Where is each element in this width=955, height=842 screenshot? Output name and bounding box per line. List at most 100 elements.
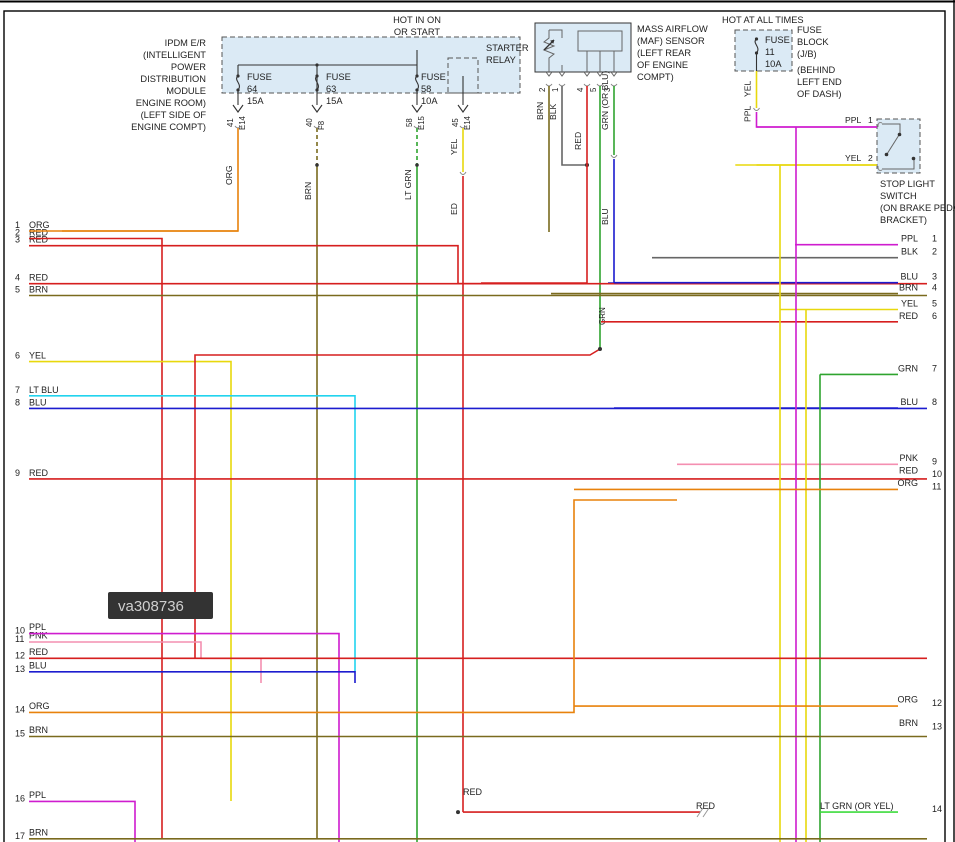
svg-text:11: 11 bbox=[932, 481, 941, 491]
svg-text:64: 64 bbox=[247, 84, 257, 94]
svg-text:1: 1 bbox=[932, 234, 937, 244]
svg-text:RED: RED bbox=[29, 235, 49, 245]
svg-text:LEFT END: LEFT END bbox=[797, 77, 842, 87]
svg-text:4: 4 bbox=[576, 87, 585, 92]
svg-text:SWITCH: SWITCH bbox=[880, 191, 917, 201]
svg-text:63: 63 bbox=[326, 84, 336, 94]
svg-text:BLU: BLU bbox=[29, 397, 47, 407]
svg-text:STARTER: STARTER bbox=[486, 43, 529, 53]
svg-text:HOT IN ON: HOT IN ON bbox=[393, 15, 441, 25]
svg-text:15A: 15A bbox=[247, 96, 264, 106]
svg-text:10: 10 bbox=[932, 469, 942, 479]
svg-text:8: 8 bbox=[15, 397, 20, 407]
svg-text:(LEFT SIDE OF: (LEFT SIDE OF bbox=[141, 110, 207, 120]
svg-text:ORG: ORG bbox=[897, 478, 918, 488]
svg-text:BRN: BRN bbox=[29, 827, 48, 837]
svg-text:BLK: BLK bbox=[901, 247, 918, 257]
svg-text:YEL: YEL bbox=[901, 299, 918, 309]
svg-text:RED: RED bbox=[463, 787, 483, 797]
svg-text:BRN: BRN bbox=[303, 182, 313, 200]
svg-text:16: 16 bbox=[15, 793, 25, 803]
svg-text:COMPT): COMPT) bbox=[637, 72, 674, 82]
svg-text:LT BLU: LT BLU bbox=[29, 385, 59, 395]
svg-text:58: 58 bbox=[421, 84, 431, 94]
svg-text:IPDM E/R: IPDM E/R bbox=[165, 38, 207, 48]
svg-text:3: 3 bbox=[932, 272, 937, 282]
svg-text:BRN: BRN bbox=[899, 718, 918, 728]
svg-text:BLU: BLU bbox=[900, 397, 918, 407]
svg-text:15A: 15A bbox=[326, 96, 343, 106]
svg-text:9: 9 bbox=[932, 456, 937, 466]
svg-text:RED: RED bbox=[899, 311, 919, 321]
svg-text:RED: RED bbox=[899, 465, 919, 475]
svg-text:YEL: YEL bbox=[29, 351, 46, 361]
svg-text:(BEHIND: (BEHIND bbox=[797, 65, 836, 75]
svg-text:5: 5 bbox=[15, 285, 20, 295]
svg-text:ORG: ORG bbox=[29, 701, 50, 711]
svg-text:5: 5 bbox=[932, 299, 937, 309]
svg-text:45: 45 bbox=[451, 118, 460, 127]
svg-text:ED: ED bbox=[449, 203, 459, 215]
svg-text:PNK: PNK bbox=[899, 453, 918, 463]
svg-text:40: 40 bbox=[305, 118, 314, 127]
svg-text:BRACKET): BRACKET) bbox=[880, 215, 927, 225]
svg-text:12: 12 bbox=[15, 650, 25, 660]
svg-text:13: 13 bbox=[15, 664, 25, 674]
svg-text:15: 15 bbox=[15, 729, 25, 739]
svg-text:10A: 10A bbox=[421, 96, 438, 106]
svg-text:58: 58 bbox=[405, 118, 414, 127]
svg-text:HOT AT ALL TIMES: HOT AT ALL TIMES bbox=[722, 15, 804, 25]
svg-text:2: 2 bbox=[868, 153, 873, 163]
svg-text:17: 17 bbox=[15, 831, 25, 841]
svg-text:13: 13 bbox=[932, 721, 942, 731]
svg-text:BRN: BRN bbox=[535, 102, 545, 120]
svg-text:ENGINE ROOM): ENGINE ROOM) bbox=[136, 98, 206, 108]
svg-text:1: 1 bbox=[868, 115, 873, 125]
svg-text:2: 2 bbox=[932, 247, 937, 257]
svg-text:GRN: GRN bbox=[898, 363, 918, 373]
svg-text:11: 11 bbox=[765, 47, 775, 57]
svg-text:41: 41 bbox=[226, 118, 235, 127]
svg-text:PPL: PPL bbox=[845, 115, 861, 125]
svg-text:FUSE: FUSE bbox=[421, 72, 446, 82]
svg-text:4: 4 bbox=[932, 283, 937, 293]
svg-text:LT GRN (OR YEL): LT GRN (OR YEL) bbox=[820, 801, 894, 811]
svg-text:ENGINE COMPT): ENGINE COMPT) bbox=[131, 122, 206, 132]
svg-text:YEL: YEL bbox=[743, 81, 753, 97]
svg-text:RELAY: RELAY bbox=[486, 55, 516, 65]
svg-text:7: 7 bbox=[15, 385, 20, 395]
svg-text:11: 11 bbox=[15, 634, 24, 644]
svg-text:FUSE: FUSE bbox=[247, 72, 272, 82]
svg-text:F8: F8 bbox=[317, 121, 326, 130]
svg-text:BLU: BLU bbox=[600, 208, 610, 225]
svg-text:3: 3 bbox=[15, 235, 20, 245]
svg-text:2: 2 bbox=[538, 88, 547, 92]
svg-text:FUSE: FUSE bbox=[797, 25, 822, 35]
svg-text:5: 5 bbox=[589, 87, 598, 92]
svg-text:YEL: YEL bbox=[449, 139, 459, 155]
svg-text:MASS AIRFLOW: MASS AIRFLOW bbox=[637, 24, 708, 34]
svg-text:9: 9 bbox=[15, 468, 20, 478]
svg-text:PPL: PPL bbox=[29, 790, 46, 800]
svg-text:12: 12 bbox=[932, 698, 942, 708]
svg-text:BLK: BLK bbox=[548, 103, 558, 120]
svg-text:7: 7 bbox=[932, 363, 937, 373]
svg-text:OF DASH): OF DASH) bbox=[797, 89, 841, 99]
svg-text:STOP LIGHT: STOP LIGHT bbox=[880, 179, 935, 189]
svg-text:BLU: BLU bbox=[29, 660, 47, 670]
svg-text:ORG: ORG bbox=[897, 695, 918, 705]
svg-text:14: 14 bbox=[15, 704, 25, 714]
svg-text:6: 6 bbox=[15, 351, 20, 361]
svg-text:8: 8 bbox=[932, 397, 937, 407]
svg-text:(LEFT REAR: (LEFT REAR bbox=[637, 48, 691, 58]
svg-text:RED: RED bbox=[696, 801, 716, 811]
svg-text:RED: RED bbox=[29, 273, 49, 283]
svg-text:4: 4 bbox=[15, 273, 20, 283]
svg-text:6: 6 bbox=[932, 311, 937, 321]
svg-text:1: 1 bbox=[551, 88, 560, 92]
svg-text:BRN: BRN bbox=[29, 285, 48, 295]
svg-text:GRN (OR BLU): GRN (OR BLU) bbox=[600, 71, 610, 130]
svg-text:POWER: POWER bbox=[171, 62, 206, 72]
svg-text:OR START: OR START bbox=[394, 27, 440, 37]
svg-text:va308736: va308736 bbox=[118, 598, 184, 615]
